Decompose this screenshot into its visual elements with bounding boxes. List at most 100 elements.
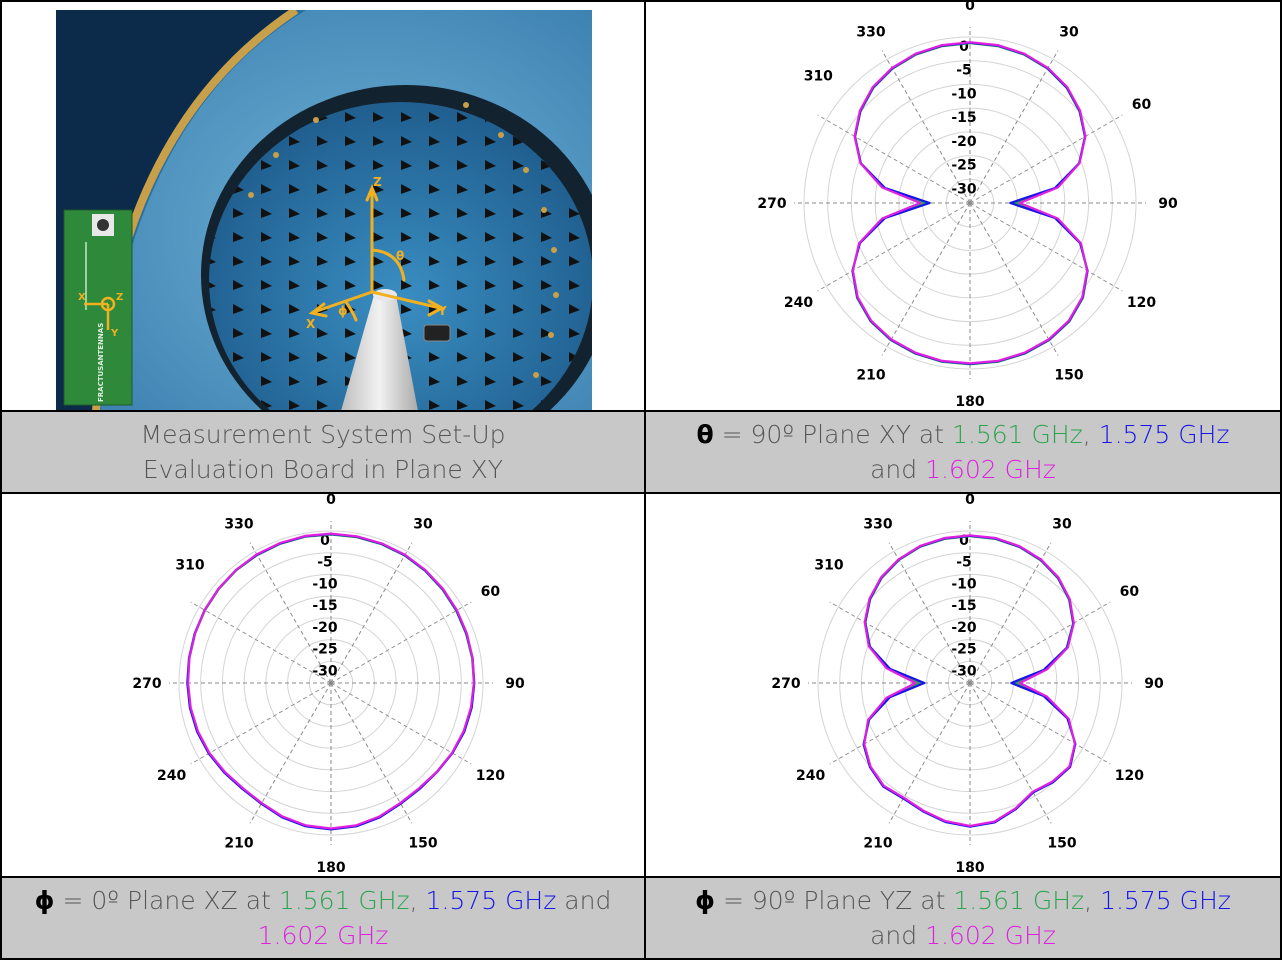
angle-tick-label: 210: [863, 835, 892, 851]
grid-ring: [839, 552, 1101, 814]
angle-tick-label: 180: [955, 860, 984, 876]
angle-tick-label: 240: [157, 768, 186, 784]
radial-tick-label: -10: [312, 576, 338, 592]
radial-tick-label: -25: [312, 642, 337, 658]
caption-xz-freq1: 1.561 GHz: [278, 886, 410, 915]
caption-xy-sep2: and: [870, 455, 926, 484]
radial-tick-label: -5: [317, 555, 333, 571]
phi-symbol-xz: ϕ: [34, 886, 55, 915]
radial-tick-label: -20: [312, 620, 338, 636]
grid-spoke: [190, 601, 332, 684]
caption-yz-freq2: 1.575 GHz: [1100, 886, 1231, 915]
angle-tick-label: 310: [804, 69, 833, 85]
angle-tick-label: 150: [1047, 835, 1076, 851]
radial-tick-label: -30: [951, 663, 977, 679]
angle-tick-label: 270: [757, 196, 786, 212]
grid-spoke: [817, 114, 971, 204]
angle-tick-label: 210: [856, 367, 885, 383]
radial-tick-label: 0: [320, 533, 330, 549]
angle-tick-label: 240: [796, 768, 825, 784]
board-brand-text: FRACTUSANTENNAS: [97, 323, 105, 402]
grid-spoke: [969, 202, 1059, 356]
caption-yz-sep1: ,: [1084, 886, 1101, 915]
angle-tick-label: 270: [132, 676, 161, 692]
grid-ring: [850, 83, 1090, 323]
grid-spoke: [881, 202, 971, 356]
setup-photo: Z Y X θ ϕ X Z Y: [56, 10, 592, 411]
caption-setup-line1: Measurement System Set-Up: [140, 420, 506, 449]
polar-chart-yz: 0 30 60 90 120 150 180 210 240 270 310 330 0 -5 -10 -15…: [771, 492, 1164, 876]
grid-spoke: [330, 542, 413, 684]
theta-symbol: θ: [696, 420, 714, 449]
angle-tick-label: 90: [505, 676, 525, 692]
angle-tick-label: 30: [1052, 517, 1072, 533]
angle-tick-label: 310: [175, 558, 204, 574]
grid-ring: [178, 530, 484, 836]
polar-chart-xy: 0 30 60 90 120 150 180 210 240 270 310 330 0 -5 -10 -15…: [757, 0, 1178, 410]
caption-setup: Measurement System Set-Up Evaluation Boa…: [0, 410, 646, 494]
angle-tick-label: 330: [224, 517, 253, 533]
board-axis-z: Z: [116, 292, 123, 303]
caption-yz: ϕ = 90º Plane YZ at 1.561 GHz, 1.575 GHz…: [644, 876, 1282, 960]
photo-axis-z: Z: [373, 175, 382, 189]
radial-tick-label: -10: [951, 86, 977, 102]
photo-axis-x: X: [306, 317, 316, 331]
caption-xz-freq3: 1.602 GHz: [257, 921, 389, 950]
angle-tick-label: 120: [1127, 295, 1156, 311]
radial-tick-label: -30: [312, 663, 338, 679]
series-line-1602: [187, 532, 475, 830]
angle-tick-label: 0: [965, 2, 975, 14]
grid-spoke: [969, 50, 1059, 204]
photo-theta-label: θ: [396, 249, 404, 263]
angle-tick-label: 60: [1132, 97, 1152, 113]
grid-spoke: [888, 682, 971, 824]
radial-tick-label: -5: [956, 555, 972, 571]
caption-xy-freq3: 1.602 GHz: [925, 455, 1056, 484]
grid-spoke: [190, 682, 332, 765]
phi-symbol-yz: ϕ: [695, 886, 716, 915]
radial-tick-label: 0: [959, 39, 969, 55]
polar-grid: [794, 27, 1146, 379]
grid-spoke: [881, 50, 971, 204]
caption-yz-prefix: = 90º Plane YZ at: [715, 886, 954, 915]
radial-tick-label: -5: [956, 63, 972, 79]
grid-spoke: [969, 601, 1111, 684]
radial-tick-label: -20: [951, 620, 977, 636]
grid-spoke: [249, 682, 332, 824]
polar-grid: [808, 521, 1132, 845]
caption-xz-freq2: 1.575 GHz: [425, 886, 557, 915]
caption-xy-freq1: 1.561 GHz: [951, 420, 1083, 449]
grid-spoke: [969, 682, 1111, 765]
angle-tick-label: 0: [965, 494, 975, 508]
anechoic-chamber-illustration: Z Y X θ ϕ X Z Y: [56, 10, 592, 411]
radial-tick-label: -15: [951, 598, 976, 614]
angle-tick-label: 310: [814, 558, 843, 574]
radial-tick-label: -30: [951, 181, 977, 197]
grid-spoke: [330, 682, 413, 824]
angle-tick-label: 120: [1115, 768, 1144, 784]
angle-tick-label: 330: [856, 25, 885, 41]
grid-spoke: [330, 601, 472, 684]
angle-tick-label: 30: [1059, 25, 1079, 41]
angle-tick-label: 270: [771, 676, 800, 692]
grid-spoke: [969, 202, 1123, 292]
series-line-1602: [863, 534, 1076, 827]
angle-tick-label: 150: [1054, 367, 1083, 383]
caption-yz-sep2: and: [870, 921, 926, 950]
radial-tick-label: -15: [312, 598, 337, 614]
caption-xz-prefix: = 0º Plane XZ at: [54, 886, 279, 915]
angle-tick-label: 120: [476, 768, 505, 784]
plot-xz-cell: 0 30 60 90 120 150 180 210 240 270 310 330 0 -5 -10 -15…: [0, 492, 646, 878]
radial-tick-label: 0: [959, 533, 969, 549]
angle-tick-label: 150: [408, 835, 437, 851]
radial-tick-label: -10: [951, 576, 977, 592]
grid-spoke: [969, 114, 1123, 204]
angle-tick-label: 0: [326, 494, 336, 508]
angle-tick-label: 240: [784, 295, 813, 311]
board-axis-x: X: [78, 292, 86, 303]
angle-tick-label: 180: [955, 394, 984, 410]
plot-yz-cell: 0 30 60 90 120 150 180 210 240 270 310 330 0 -5 -10 -15…: [644, 492, 1282, 878]
radial-tick-label: -20: [951, 134, 977, 150]
series-line-1602: [851, 41, 1089, 365]
